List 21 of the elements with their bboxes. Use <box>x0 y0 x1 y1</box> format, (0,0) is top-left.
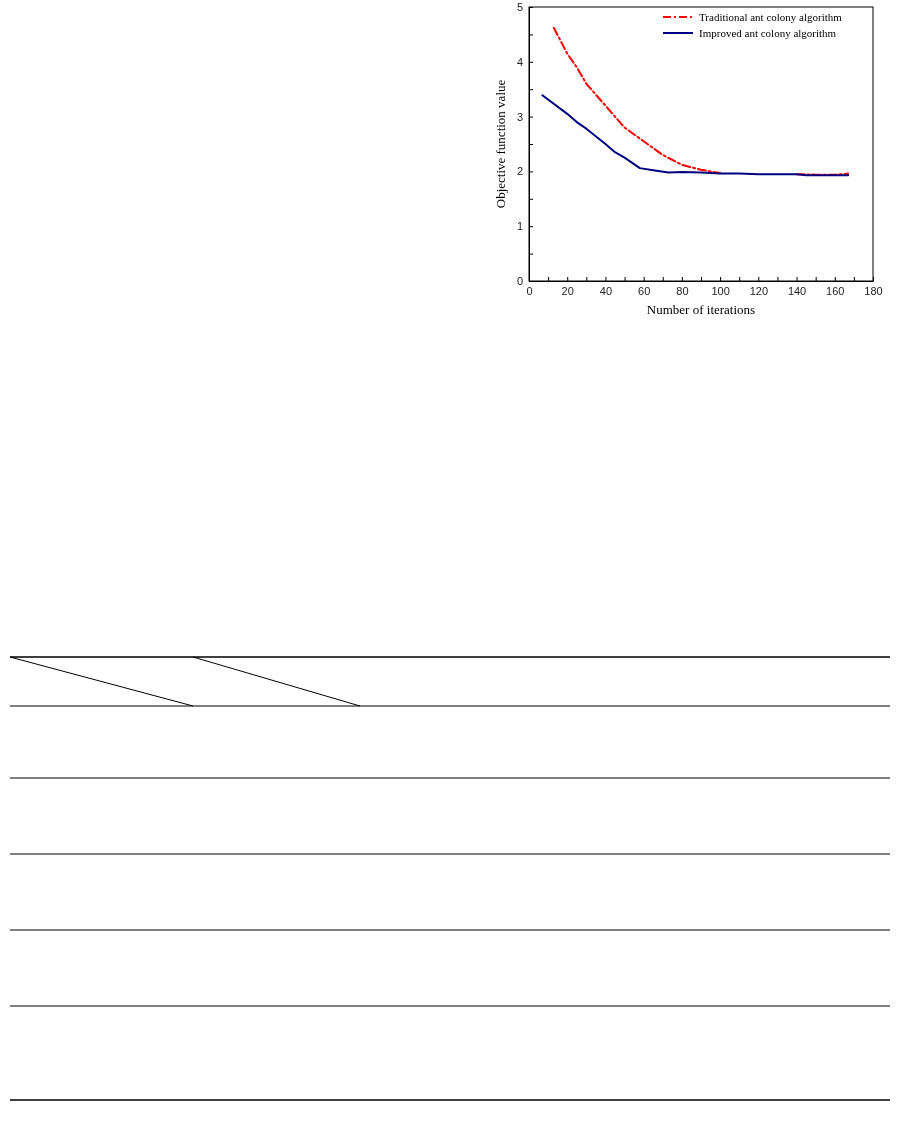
y-tick-label: 4 <box>516 55 523 68</box>
x-tick-label: 100 <box>711 284 730 297</box>
x-tick-label: 120 <box>749 284 769 297</box>
y-axis-title: Objective function value <box>493 79 508 209</box>
line-series <box>541 94 850 177</box>
x-tick-label: 20 <box>561 284 574 297</box>
legend-label: Traditional ant colony algorithm <box>699 11 843 23</box>
y-tick-label: 5 <box>516 1 523 14</box>
x-tick-label: 160 <box>826 284 845 297</box>
x-tick-label: 180 <box>864 284 883 297</box>
x-tick-label: 60 <box>638 284 651 297</box>
y-tick-label: 0 <box>516 275 523 288</box>
x-axis-title: Number of iterations <box>646 302 756 317</box>
x-tick-label: 0 <box>526 284 533 297</box>
y-tick-label: 1 <box>516 220 523 233</box>
x-tick-label: 80 <box>676 284 689 297</box>
x-tick-label: 40 <box>599 284 613 297</box>
x-tick-label: 140 <box>787 284 807 297</box>
y-tick-label: 2 <box>516 165 523 178</box>
legend-label: Improved ant colony algorithm <box>699 27 837 39</box>
y-tick-label: 3 <box>516 110 523 123</box>
